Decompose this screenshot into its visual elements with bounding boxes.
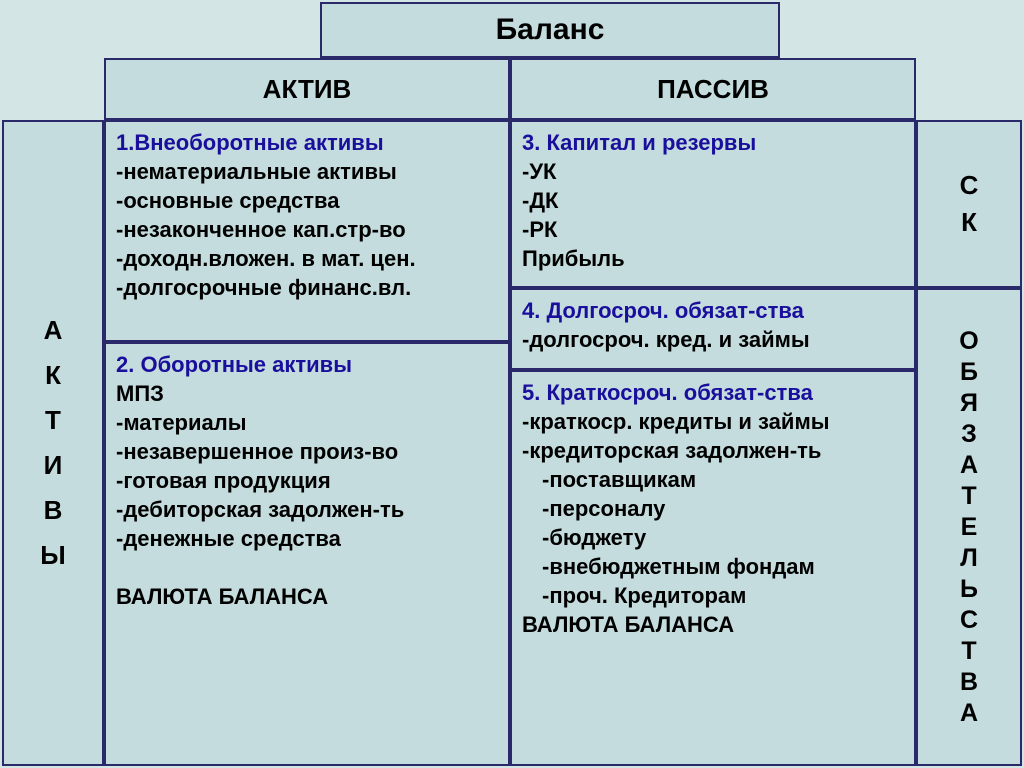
- vertical-letter: Т: [45, 405, 61, 436]
- section-item: -УК: [522, 157, 904, 186]
- section-4: 4. Долгосроч. обязат-ства-долгосроч. кре…: [510, 288, 916, 370]
- section-item: -долгосроч. кред. и займы: [522, 325, 904, 354]
- balance-diagram: Баланс АКТИВ ПАССИВ АКТИВЫ СК ОБЯЗАТЕЛЬС…: [0, 0, 1024, 768]
- section-item: -поставщикам: [522, 465, 904, 494]
- section-item: МПЗ: [116, 379, 498, 408]
- vertical-letter: З: [961, 420, 977, 449]
- title-box: Баланс: [320, 2, 780, 58]
- section-item: -краткоср. кредиты и займы: [522, 407, 904, 436]
- section-heading: 1.Внеоборотные активы: [116, 128, 498, 157]
- vertical-letter: Б: [960, 358, 978, 387]
- section-item: -нематериальные активы: [116, 157, 498, 186]
- header-active: АКТИВ: [104, 58, 510, 120]
- vertical-letter: А: [960, 451, 978, 480]
- header-active-text: АКТИВ: [263, 74, 352, 105]
- side-label-right-top: СК: [916, 120, 1022, 288]
- vertical-letter: Т: [961, 482, 976, 511]
- section-item: -бюджету: [522, 523, 904, 552]
- section-5: 5. Краткосроч. обязат-ства-краткоср. кре…: [510, 370, 916, 766]
- section-item: -незаконченное кап.стр-во: [116, 215, 498, 244]
- section-heading: 3. Капитал и резервы: [522, 128, 904, 157]
- vertical-letter: А: [44, 315, 63, 346]
- vertical-letter: Ь: [960, 575, 978, 604]
- section-item: -готовая продукция: [116, 466, 498, 495]
- section-item: -незавершенное произ-во: [116, 437, 498, 466]
- section-heading: 2. Оборотные активы: [116, 350, 498, 379]
- section-3: 3. Капитал и резервы-УК-ДК-РКПрибыль: [510, 120, 916, 288]
- section-item: -долгосрочные финанс.вл.: [116, 273, 498, 302]
- section-1: 1.Внеоборотные активы-нематериальные акт…: [104, 120, 510, 342]
- vertical-letter: С: [960, 170, 979, 201]
- vertical-letter: А: [960, 699, 978, 728]
- vertical-letter: С: [960, 606, 978, 635]
- vertical-letter: К: [45, 360, 61, 391]
- section-item: -доходн.вложен. в мат. цен.: [116, 244, 498, 273]
- vertical-letter: К: [961, 207, 977, 238]
- side-label-left: АКТИВЫ: [2, 120, 104, 766]
- section-item: Прибыль: [522, 244, 904, 273]
- vertical-letter: Т: [961, 637, 976, 666]
- vertical-letter: Ы: [40, 540, 65, 571]
- vertical-letter: В: [44, 495, 63, 526]
- header-passive-text: ПАССИВ: [657, 74, 769, 105]
- section-item: ВАЛЮТА БАЛАНСА: [522, 610, 904, 639]
- side-label-right-bottom: ОБЯЗАТЕЛЬСТВА: [916, 288, 1022, 766]
- section-item: -ДК: [522, 186, 904, 215]
- vertical-letter: Л: [960, 544, 978, 573]
- section-heading: 5. Краткосроч. обязат-ства: [522, 378, 904, 407]
- header-passive: ПАССИВ: [510, 58, 916, 120]
- vertical-letter: Я: [960, 389, 978, 418]
- section-item: ВАЛЮТА БАЛАНСА: [116, 582, 498, 611]
- vertical-letter: Е: [961, 513, 978, 542]
- section-heading: 4. Долгосроч. обязат-ства: [522, 296, 904, 325]
- section-item: -проч. Кредиторам: [522, 581, 904, 610]
- section-item: -РК: [522, 215, 904, 244]
- section-item: -дебиторская задолжен-ть: [116, 495, 498, 524]
- section-item: -денежные средства: [116, 524, 498, 553]
- section-item: [116, 553, 498, 582]
- vertical-letter: В: [960, 668, 978, 697]
- section-item: -внебюджетным фондам: [522, 552, 904, 581]
- vertical-letter: О: [959, 327, 978, 356]
- section-item: -персоналу: [522, 494, 904, 523]
- section-item: -кредиторская задолжен-ть: [522, 436, 904, 465]
- section-item: -основные средства: [116, 186, 498, 215]
- title-text: Баланс: [496, 13, 605, 47]
- section-2: 2. Оборотные активыМПЗ-материалы-незавер…: [104, 342, 510, 766]
- vertical-letter: И: [44, 450, 63, 481]
- section-item: -материалы: [116, 408, 498, 437]
